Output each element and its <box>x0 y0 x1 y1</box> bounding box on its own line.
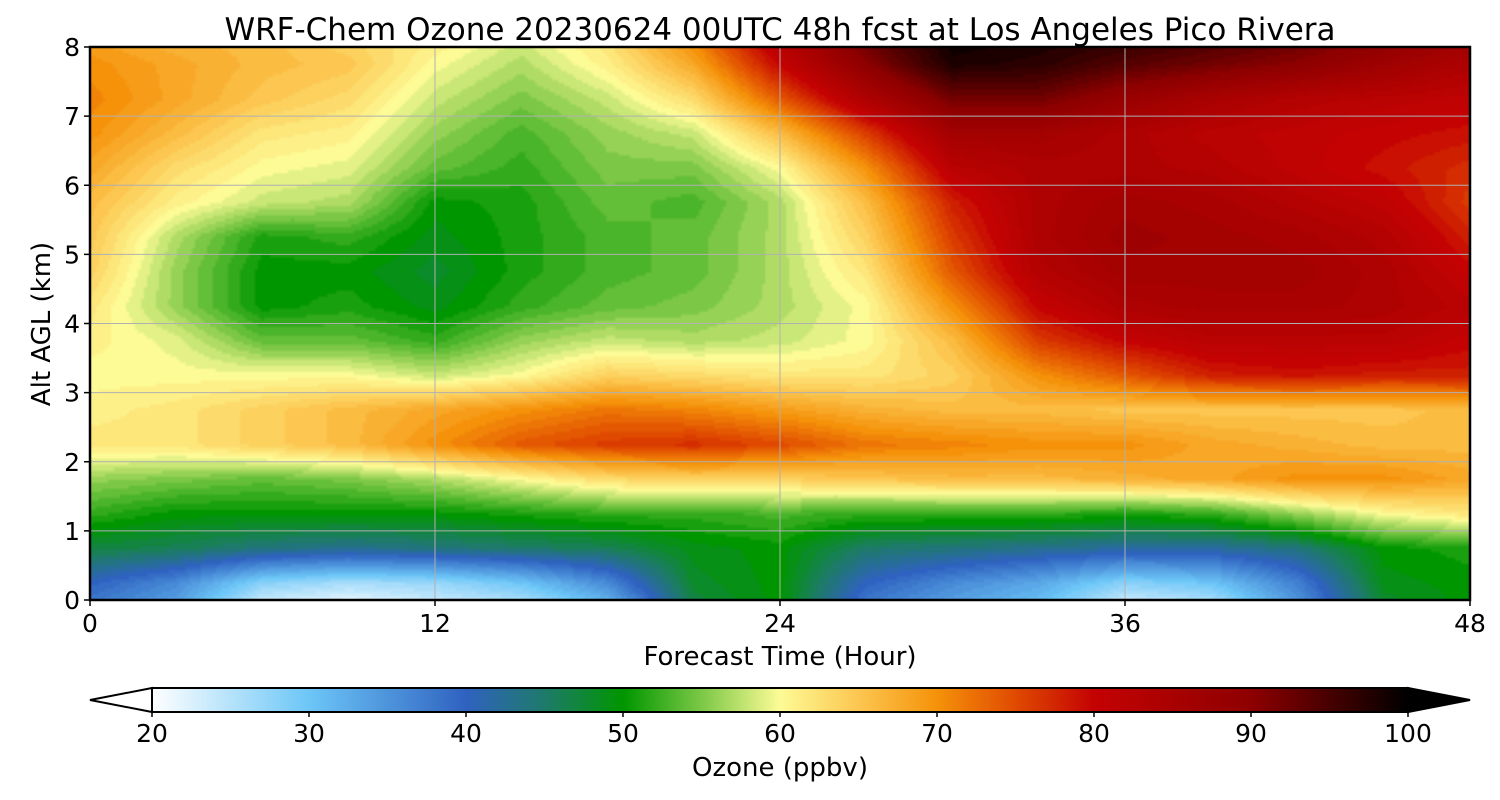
colorbar-tick-label: 30 <box>293 719 325 748</box>
y-axis-label: Alt AGL (km) <box>27 242 57 406</box>
y-tick-label: 0 <box>64 586 80 615</box>
colorbar-tick-label: 90 <box>1235 719 1267 748</box>
colorbar-tick-label: 100 <box>1384 719 1432 748</box>
colorbar-label: Ozone (ppbv) <box>692 753 868 783</box>
plot-area <box>88 45 1472 602</box>
x-tick-label: 36 <box>1109 609 1141 638</box>
colorbar-tick-label: 50 <box>607 719 639 748</box>
colorbar-low-extend <box>89 686 153 714</box>
colorbar-tick-label: 20 <box>136 719 168 748</box>
y-tick-label: 3 <box>64 379 80 408</box>
colorbar-tick-label: 60 <box>764 719 796 748</box>
chart-title: WRF-Chem Ozone 20230624 00UTC 48h fcst a… <box>224 12 1335 48</box>
x-tick-label: 12 <box>419 609 451 638</box>
colorbar-tick-label: 70 <box>921 719 953 748</box>
colorbar-tick-label: 40 <box>450 719 482 748</box>
y-tick-label: 4 <box>64 310 80 339</box>
y-tick-label: 5 <box>64 240 80 269</box>
colorbar-tick-label: 80 <box>1078 719 1110 748</box>
x-axis-label: Forecast Time (Hour) <box>643 642 916 672</box>
colorbar-ticks: 20 30 40 50 60 70 80 90 100 <box>136 712 1432 748</box>
colorbar-ramp <box>152 688 1408 712</box>
x-axis-ticks: 0 12 24 36 48 <box>82 600 1486 638</box>
x-tick-label: 24 <box>764 609 796 638</box>
y-tick-label: 8 <box>64 33 80 62</box>
colorbar-high-extend <box>1407 686 1471 714</box>
y-tick-label: 2 <box>64 448 80 477</box>
y-axis-ticks: 0 1 2 3 4 5 6 7 8 <box>64 33 90 615</box>
colorbar: 20 30 40 50 60 70 80 90 100 Ozone (ppbv) <box>89 686 1471 783</box>
y-tick-label: 1 <box>64 517 80 546</box>
x-tick-label: 48 <box>1454 609 1486 638</box>
y-tick-label: 7 <box>64 102 80 131</box>
y-tick-label: 6 <box>64 171 80 200</box>
x-tick-label: 0 <box>82 609 98 638</box>
